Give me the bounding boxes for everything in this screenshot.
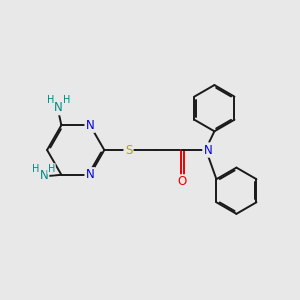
Text: N: N [39, 169, 48, 182]
Text: H: H [63, 95, 70, 105]
Text: H: H [47, 95, 55, 105]
Text: H: H [32, 164, 40, 174]
Text: N: N [203, 143, 212, 157]
Text: S: S [125, 143, 132, 157]
Text: N: N [54, 101, 63, 114]
Text: N: N [85, 168, 94, 181]
Text: N: N [85, 119, 94, 132]
Text: H: H [48, 164, 55, 174]
Text: O: O [178, 176, 187, 188]
